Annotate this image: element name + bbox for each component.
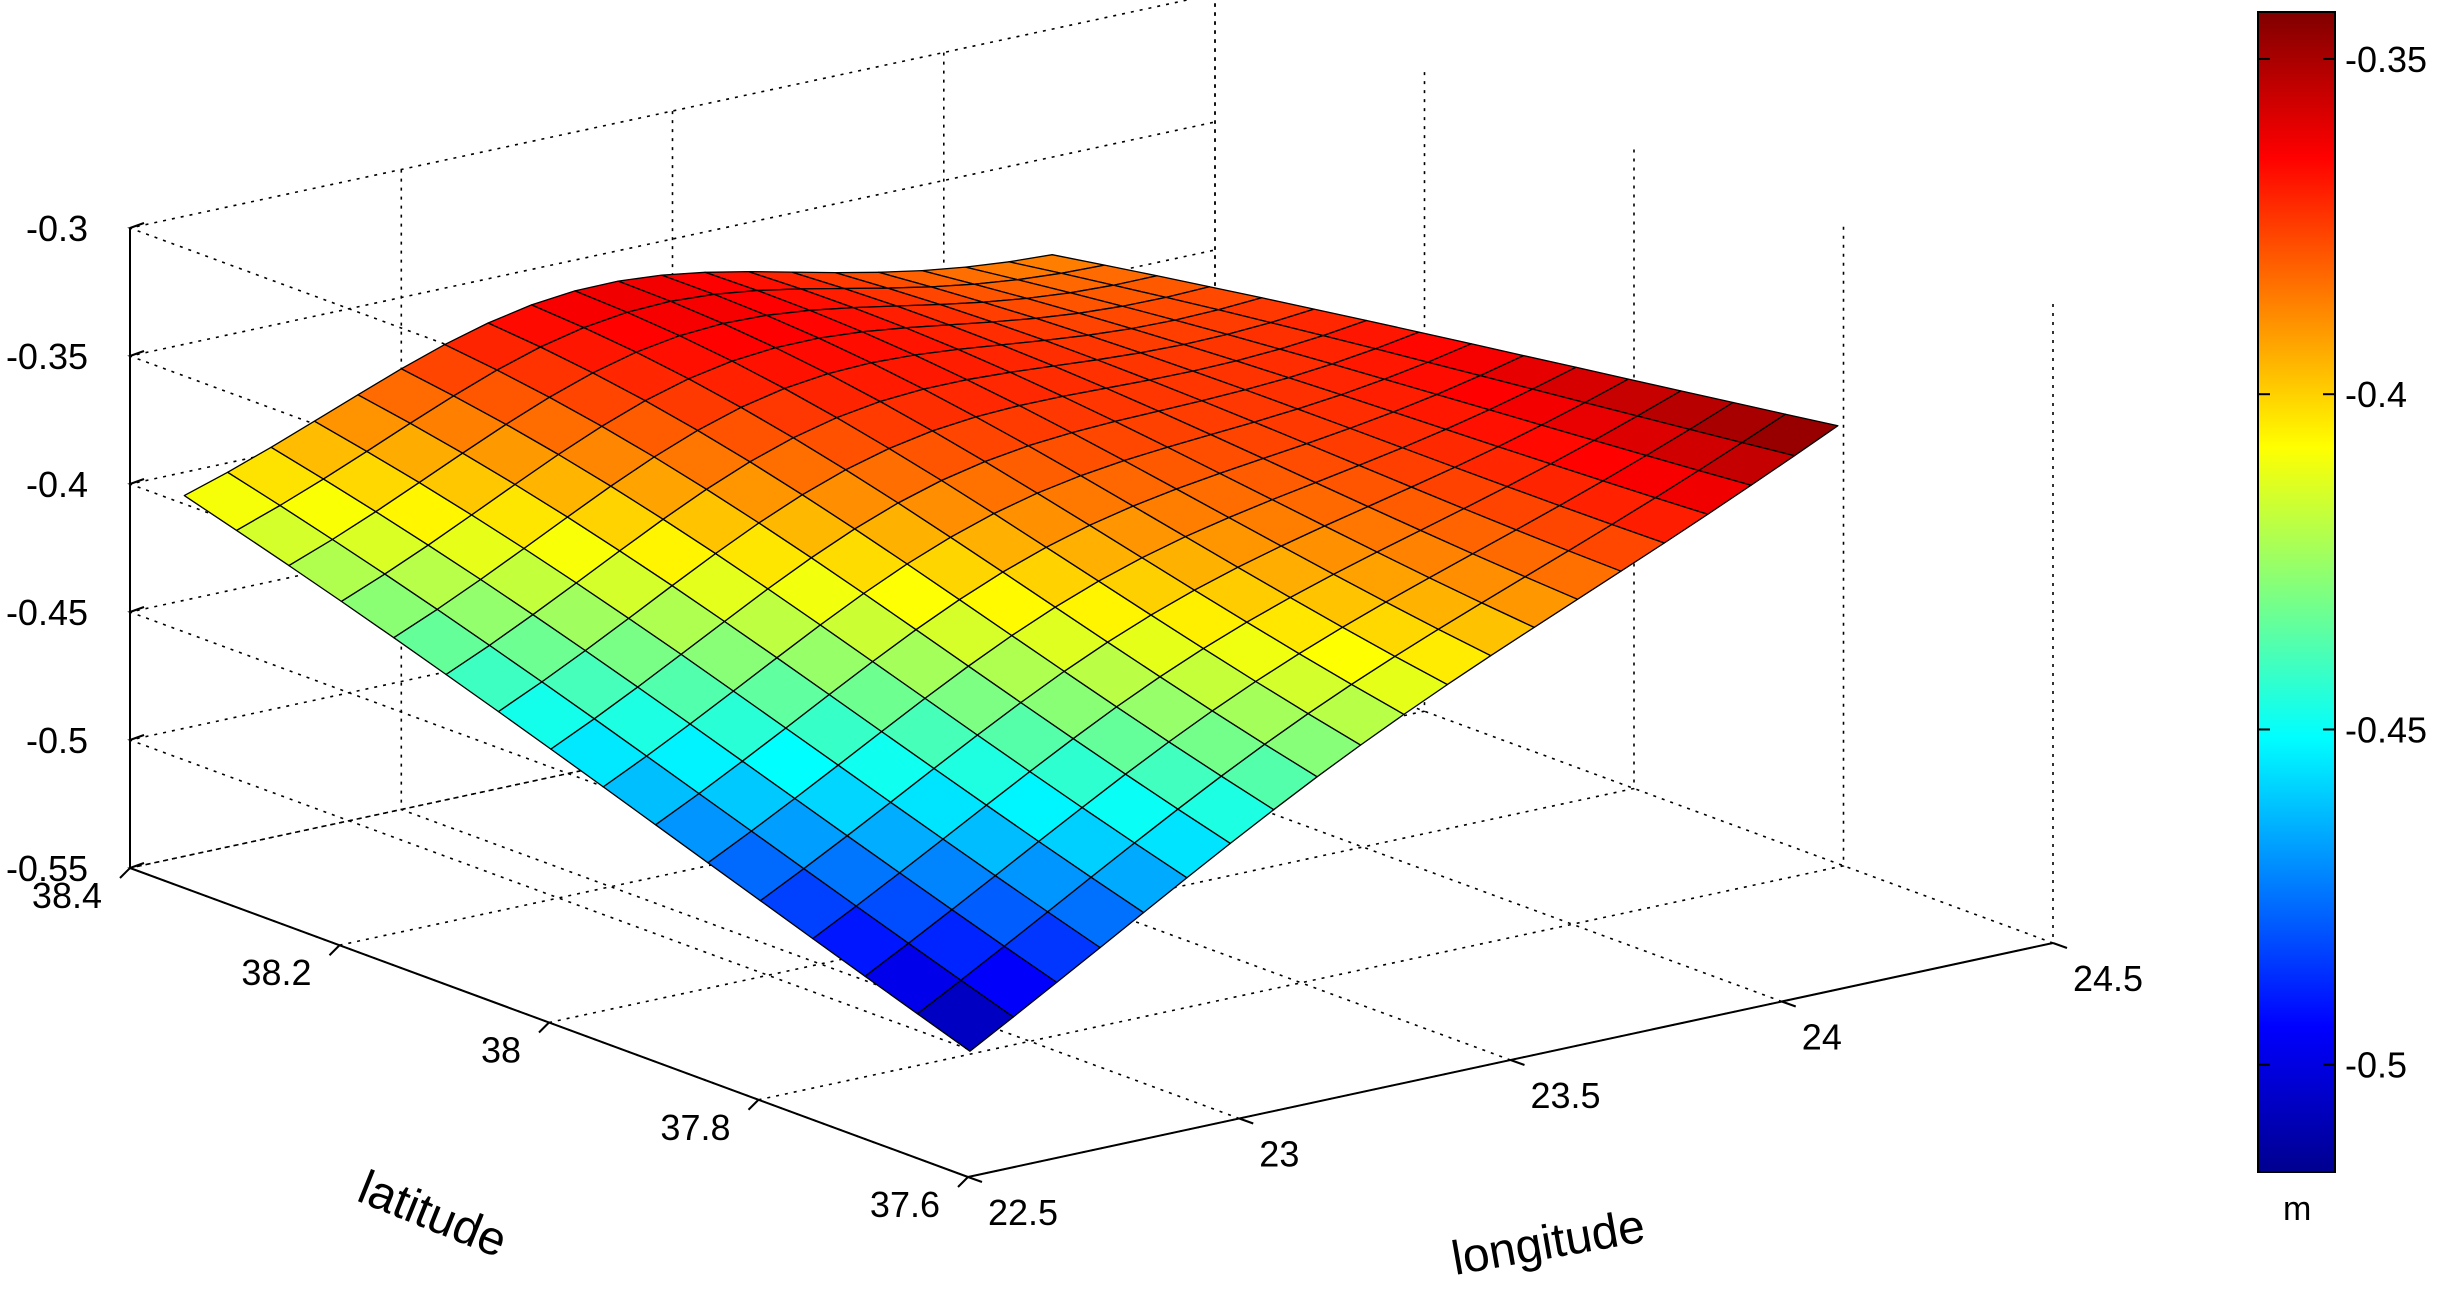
z-tick-label: -0.45	[6, 592, 88, 633]
x-axis-label: longitude	[1448, 1200, 1649, 1286]
colorbar-unit: m	[2283, 1190, 2311, 1228]
grid-line-latitude	[339, 71, 1426, 946]
colorbar-tick-label: -0.45	[2345, 710, 2427, 751]
x-tick-mark	[1781, 1000, 1797, 1008]
z-tick-label: -0.55	[6, 848, 88, 889]
y-tick-label: 37.8	[660, 1107, 730, 1148]
x-tick-label: 23.5	[1531, 1075, 1601, 1116]
surface-mesh	[183, 254, 1839, 1052]
y-tick-label: 38.4	[32, 875, 102, 916]
y-tick-label: 37.6	[870, 1184, 940, 1225]
z-tick-mark	[129, 222, 145, 229]
z-tick-mark	[129, 734, 145, 741]
z-tick-mark	[129, 862, 145, 869]
x-tick-mark	[2052, 942, 2068, 949]
axes-frame	[119, 222, 2068, 1188]
y-axis-label: latitude	[351, 1161, 514, 1268]
tick-labels: 22.5 23 23.5 24 24.5 37.6 37.8 38 38.2 38.4 -0.3 -0…	[6, 208, 2143, 1233]
z-tick-mark	[129, 350, 145, 357]
y-tick-mark	[957, 1176, 969, 1188]
y-tick-mark	[328, 944, 341, 956]
x-tick-label: 23	[1259, 1134, 1299, 1175]
x-tick-mark	[1238, 1117, 1254, 1125]
colorbar-tick-label: -0.5	[2345, 1045, 2407, 1086]
x-tick-label: 22.5	[988, 1192, 1058, 1233]
z-tick-mark	[129, 606, 145, 613]
z-tick-mark	[129, 478, 145, 485]
surface-patch	[916, 979, 1014, 1052]
x-tick-mark	[1510, 1059, 1525, 1066]
colorbar-gradient	[2257, 11, 2336, 1173]
z-tick-label: -0.3	[26, 208, 88, 249]
z-tick-label: -0.35	[6, 336, 88, 377]
z-tick-label: -0.5	[26, 720, 88, 761]
y-tick-mark	[747, 1099, 760, 1111]
colorbar-tick-label: -0.4	[2345, 374, 2407, 415]
y-tick-mark	[538, 1021, 550, 1034]
x-tick-mark	[967, 1176, 983, 1183]
x-tick-label: 24.5	[2073, 958, 2143, 999]
x-tick-label: 24	[1802, 1017, 1842, 1058]
y-tick-mark	[119, 867, 131, 879]
colorbar-tick-label: -0.35	[2345, 39, 2427, 80]
y-tick-label: 38	[481, 1030, 521, 1071]
z-tick-label: -0.4	[26, 464, 88, 505]
colorbar: -0.35 -0.4 -0.45 -0.5 m	[2257, 11, 2427, 1228]
grid-line-latitude	[758, 225, 1845, 1101]
colorbar-ticks: -0.35 -0.4 -0.45 -0.5	[2258, 39, 2427, 1086]
y-tick-label: 38.2	[241, 952, 311, 993]
